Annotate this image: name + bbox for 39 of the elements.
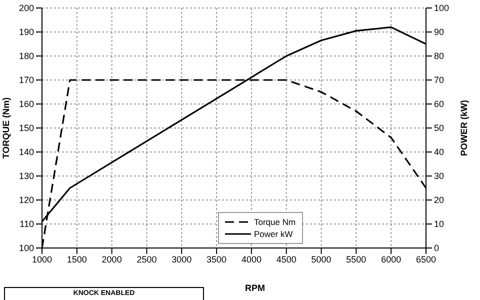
y2-tick-label: 90: [434, 27, 444, 38]
y2-tick-label: 10: [434, 219, 444, 230]
y-tick-label: 200: [18, 3, 34, 14]
x-tick-label: 5500: [346, 254, 366, 264]
y-tick-label: 130: [18, 171, 34, 182]
y2-axis-title: POWER (kW): [459, 100, 470, 156]
y-tick-label: 180: [18, 51, 34, 62]
y2-tick-label: 20: [434, 195, 444, 206]
x-tick-label: 2500: [136, 254, 157, 264]
y2-tick-label: 70: [434, 75, 444, 86]
y2-tick-label: 30: [434, 171, 444, 182]
y-tick-label: 190: [18, 27, 34, 38]
x-tick-label: 2000: [102, 254, 122, 264]
x-tick-label: 4500: [276, 254, 296, 264]
y2-tick-label: 0: [434, 243, 440, 254]
x-tick-label: 6500: [416, 254, 436, 264]
x-axis-title: RPM: [245, 283, 265, 293]
x-tick-label: 4000: [241, 254, 262, 264]
x-tick-label: 5000: [311, 254, 332, 264]
y-tick-label: 140: [18, 147, 34, 158]
y-axis-title: TORQUE (Nm): [1, 97, 12, 159]
y-tick-label: 150: [18, 123, 34, 134]
x-tick-label: 3500: [206, 254, 227, 264]
legend-label: Torque Nm: [254, 217, 296, 227]
y-tick-label: 120: [18, 195, 34, 206]
y-tick-label: 170: [18, 75, 34, 86]
x-tick-label: 1000: [32, 254, 52, 264]
x-tick-label: 6000: [381, 254, 402, 264]
y-tick-label: 110: [20, 219, 34, 230]
y2-tick-label: 80: [434, 51, 444, 62]
y2-tick-label: 60: [434, 99, 444, 110]
x-tick-label: 3000: [172, 254, 192, 264]
x-tick-label: 1500: [66, 254, 87, 264]
legend-label: Power kW: [254, 229, 293, 239]
y2-tick-label: 40: [434, 147, 444, 158]
y-tick-label: 100: [18, 243, 34, 254]
y2-tick-label: 50: [434, 123, 444, 134]
y-tick-label: 160: [18, 99, 34, 110]
y2-tick-label: 100: [434, 3, 450, 14]
